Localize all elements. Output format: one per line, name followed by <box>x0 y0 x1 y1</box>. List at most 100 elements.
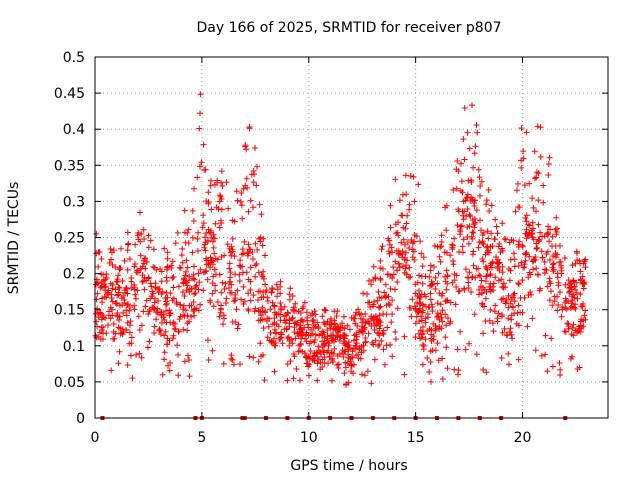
data-point <box>434 300 441 307</box>
data-point <box>93 296 100 303</box>
data-point <box>218 253 225 260</box>
data-point <box>458 222 465 229</box>
data-point <box>477 227 484 234</box>
data-point <box>403 249 410 256</box>
data-point <box>411 256 418 263</box>
data-point <box>245 306 252 313</box>
data-point <box>284 360 291 367</box>
data-point <box>259 352 266 359</box>
data-point <box>376 312 383 319</box>
data-point <box>369 339 376 346</box>
data-point <box>142 303 149 310</box>
data-point <box>401 371 408 378</box>
data-point <box>427 296 434 303</box>
data-point <box>444 365 451 372</box>
data-point <box>126 329 133 336</box>
data-point <box>312 336 319 343</box>
data-point <box>569 297 576 304</box>
data-point <box>233 306 240 313</box>
data-point <box>352 342 359 349</box>
data-point <box>409 296 416 303</box>
y-tick-label: 0.25 <box>54 231 85 247</box>
data-point <box>115 324 122 331</box>
data-point <box>278 334 285 341</box>
data-point <box>455 168 462 175</box>
data-point <box>552 226 559 233</box>
data-point <box>255 269 262 276</box>
data-point <box>134 287 141 294</box>
data-point <box>328 377 335 384</box>
data-point <box>462 197 469 204</box>
data-point <box>321 321 328 328</box>
data-point <box>228 352 235 359</box>
data-point <box>400 224 407 231</box>
data-point <box>526 180 533 187</box>
data-point <box>364 368 371 375</box>
data-point <box>155 297 162 304</box>
data-point <box>236 278 243 285</box>
data-point <box>389 297 396 304</box>
data-point <box>167 310 174 317</box>
data-point <box>124 266 131 273</box>
data-point <box>427 348 434 355</box>
data-point <box>390 264 397 271</box>
data-point <box>483 197 490 204</box>
data-point <box>258 271 265 278</box>
data-point <box>392 336 399 343</box>
data-point <box>480 303 487 310</box>
data-point <box>417 294 424 301</box>
data-point <box>507 256 514 263</box>
data-point <box>173 300 180 307</box>
data-point <box>451 271 458 278</box>
data-point <box>361 372 368 379</box>
data-point <box>519 242 526 249</box>
data-point <box>375 343 382 350</box>
data-point <box>443 322 450 329</box>
data-point <box>136 327 143 334</box>
data-point <box>570 332 577 339</box>
data-point <box>549 302 556 309</box>
data-point <box>561 328 568 335</box>
data-point <box>226 245 233 252</box>
data-point <box>490 280 497 287</box>
data-point <box>504 332 511 339</box>
data-point <box>231 218 238 225</box>
data-point <box>194 174 201 181</box>
data-point <box>272 342 279 349</box>
data-point <box>542 351 549 358</box>
data-point <box>237 257 244 264</box>
data-point <box>98 283 105 290</box>
data-point <box>556 259 563 266</box>
data-point <box>195 286 202 293</box>
data-point <box>247 246 254 253</box>
data-point <box>529 315 536 322</box>
data-point <box>394 305 401 312</box>
data-point <box>360 347 367 354</box>
data-point <box>241 298 248 305</box>
data-point <box>312 331 319 338</box>
data-point <box>466 340 473 347</box>
data-point <box>427 290 434 297</box>
data-point <box>353 331 360 338</box>
data-point <box>207 177 214 184</box>
data-point <box>505 292 512 299</box>
data-point <box>437 258 444 265</box>
data-point <box>386 250 393 257</box>
data-point <box>487 272 494 279</box>
data-point <box>135 313 142 320</box>
data-point <box>327 325 334 332</box>
data-point <box>376 332 383 339</box>
data-point <box>112 264 119 271</box>
data-point <box>556 289 563 296</box>
data-point <box>471 199 478 206</box>
data-point <box>241 238 248 245</box>
data-point <box>380 346 387 353</box>
data-point <box>283 312 290 319</box>
data-point <box>414 308 421 315</box>
data-point <box>256 201 263 208</box>
data-point <box>303 329 310 336</box>
data-point <box>252 240 259 247</box>
data-point <box>382 293 389 300</box>
data-point <box>292 300 299 307</box>
